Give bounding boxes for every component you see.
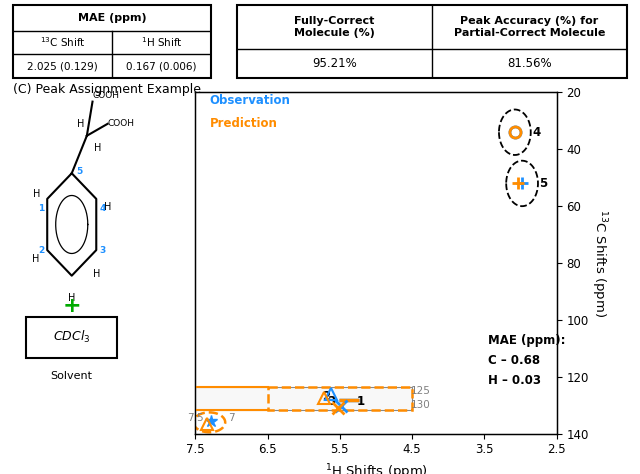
Y-axis label: $^{13}$C Shifts (ppm): $^{13}$C Shifts (ppm) — [589, 209, 609, 317]
Text: $^{1}$H Shift: $^{1}$H Shift — [141, 35, 182, 49]
Text: Prediction: Prediction — [210, 117, 278, 129]
Text: H: H — [77, 119, 84, 129]
Text: 130: 130 — [411, 400, 431, 410]
Text: 2: 2 — [38, 246, 44, 255]
Text: 0.167 (0.006): 0.167 (0.006) — [126, 61, 197, 71]
Text: 1: 1 — [356, 394, 364, 408]
Text: H: H — [93, 143, 101, 153]
Text: 4: 4 — [99, 204, 106, 213]
Text: 7.5: 7.5 — [187, 413, 204, 423]
Text: MAE (ppm): MAE (ppm) — [77, 13, 147, 23]
Text: 5: 5 — [539, 177, 547, 190]
Text: 81.56%: 81.56% — [508, 57, 552, 70]
Text: MAE (ppm):: MAE (ppm): — [488, 334, 566, 347]
X-axis label: $^{1}$H Shifts (ppm): $^{1}$H Shifts (ppm) — [324, 462, 428, 474]
Text: $^{13}$C Shift: $^{13}$C Shift — [40, 35, 85, 49]
Text: 3: 3 — [327, 395, 335, 408]
Text: 5: 5 — [76, 167, 82, 176]
Bar — [26, 317, 117, 357]
Text: H: H — [68, 293, 76, 303]
Text: Solvent: Solvent — [51, 371, 93, 381]
Text: H: H — [93, 269, 100, 279]
Text: COOH: COOH — [108, 119, 135, 128]
Text: 3: 3 — [99, 246, 106, 255]
Text: $CDCl_3$: $CDCl_3$ — [53, 329, 90, 345]
Text: C – 0.68: C – 0.68 — [488, 354, 540, 367]
Text: 95.21%: 95.21% — [312, 57, 356, 70]
Text: 7: 7 — [228, 413, 235, 423]
Text: 2: 2 — [322, 390, 330, 403]
Text: 125: 125 — [411, 386, 431, 396]
Text: Peak Accuracy (%) for
Partial-Correct Molecule: Peak Accuracy (%) for Partial-Correct Mo… — [454, 16, 605, 38]
Text: H: H — [31, 254, 39, 264]
Text: COOH: COOH — [93, 91, 120, 100]
Text: 2.025 (0.129): 2.025 (0.129) — [27, 61, 98, 71]
Text: (C) Peak Assignment Example: (C) Peak Assignment Example — [13, 83, 201, 96]
Text: +: + — [63, 296, 81, 316]
Polygon shape — [186, 387, 412, 410]
Text: H – 0.03: H – 0.03 — [488, 374, 541, 387]
Text: 4: 4 — [533, 126, 541, 139]
Text: H: H — [33, 189, 40, 199]
Text: H: H — [104, 202, 112, 212]
Text: Fully-Correct
Molecule (%): Fully-Correct Molecule (%) — [294, 16, 375, 38]
Text: Observation: Observation — [210, 94, 291, 107]
Text: 1: 1 — [38, 204, 44, 213]
